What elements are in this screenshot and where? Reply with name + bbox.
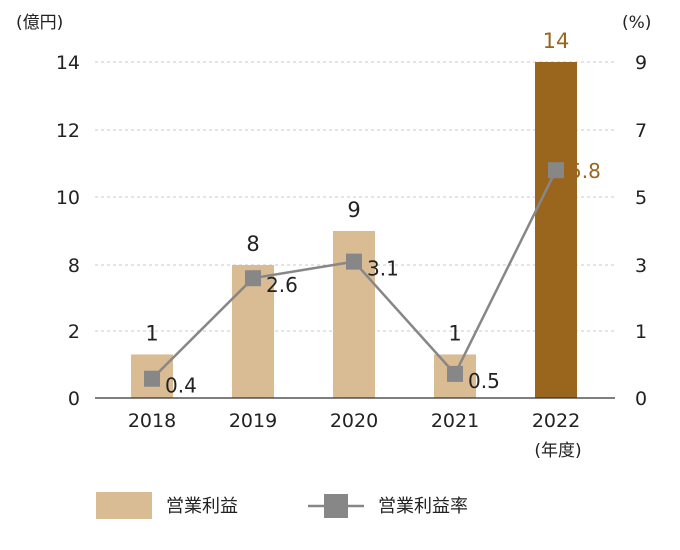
legend-marker-swatch bbox=[324, 494, 348, 518]
legend-bar-swatch bbox=[96, 492, 152, 519]
y-right-tick-label: 5 bbox=[635, 187, 647, 209]
x-tick-label: 2018 bbox=[128, 410, 176, 432]
legend-bar-label: 営業利益 bbox=[166, 496, 238, 517]
rate-value-label: 0.5 bbox=[468, 369, 500, 393]
x-tick-label: 2019 bbox=[229, 410, 277, 432]
y-left-tick-label: 2 bbox=[68, 321, 80, 343]
bar-value-label: 14 bbox=[543, 29, 570, 53]
y-right-tick-label: 0 bbox=[635, 388, 647, 410]
rate-value-label: 2.6 bbox=[266, 273, 298, 297]
x-tick-label: 2021 bbox=[431, 410, 479, 432]
axes: (億円) (%) (年度) 0 2 8 10 12 14 0 1 3 5 7 9 2018 2019 202… bbox=[16, 13, 651, 461]
rate-marker bbox=[346, 253, 362, 270]
bar-value-label: 8 bbox=[246, 232, 259, 256]
bar bbox=[535, 62, 577, 398]
rate-marker bbox=[447, 365, 463, 382]
rate-marker bbox=[245, 270, 261, 287]
y-left-tick-label: 0 bbox=[68, 388, 80, 410]
y-left-tick-label: 8 bbox=[68, 255, 80, 277]
rate-value-label: 3.1 bbox=[367, 257, 399, 281]
y-left-tick-label: 10 bbox=[56, 187, 80, 209]
rate-value-label: 0.4 bbox=[165, 374, 197, 398]
legend: 営業利益 営業利益率 bbox=[96, 492, 468, 519]
y-right-tick-label: 3 bbox=[635, 255, 647, 277]
x-unit-label: (年度) bbox=[534, 441, 581, 461]
bar-value-label: 9 bbox=[347, 198, 360, 222]
x-tick-label: 2022 bbox=[532, 410, 580, 432]
data-labels: 1 8 9 1 14 0.4 2.6 3.1 0.5 5.8 bbox=[145, 29, 601, 398]
rate-value-label: 5.8 bbox=[569, 159, 601, 183]
rate-marker bbox=[144, 370, 160, 387]
rate-line-series bbox=[144, 162, 564, 387]
legend-line-label: 営業利益率 bbox=[378, 496, 468, 517]
y-left-unit-label: (億円) bbox=[16, 13, 63, 33]
rate-marker bbox=[548, 162, 564, 179]
bar-value-label: 1 bbox=[145, 321, 158, 345]
y-right-unit-label: (%) bbox=[622, 13, 651, 33]
y-left-tick-label: 14 bbox=[56, 52, 80, 74]
y-left-tick-label: 12 bbox=[56, 120, 80, 142]
y-right-tick-label: 1 bbox=[635, 321, 647, 343]
y-right-tick-label: 9 bbox=[635, 52, 647, 74]
x-tick-label: 2020 bbox=[330, 410, 378, 432]
bars bbox=[131, 62, 577, 398]
bar-value-label: 1 bbox=[448, 321, 461, 345]
y-right-tick-label: 7 bbox=[635, 120, 647, 142]
gridlines bbox=[95, 61, 615, 332]
bar bbox=[232, 265, 274, 398]
